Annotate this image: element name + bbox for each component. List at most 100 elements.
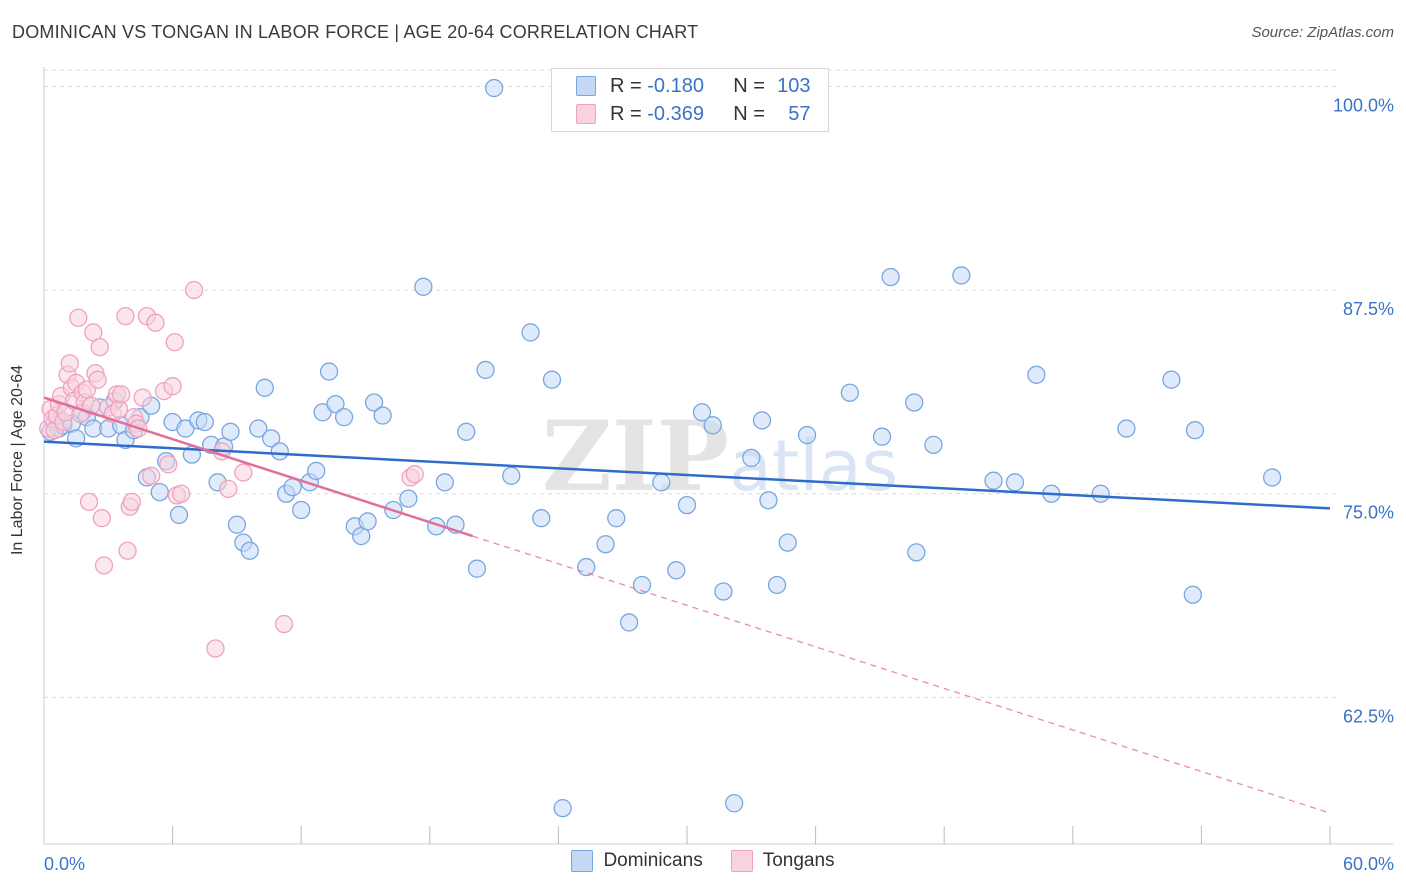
data-point-dominicans	[752, 411, 772, 430]
data-point-tongans	[163, 377, 182, 396]
data-point-dominicans	[1091, 484, 1110, 503]
data-point-dominicans	[373, 406, 392, 425]
data-point-dominicans	[1162, 370, 1181, 389]
data-point-tongans	[116, 306, 135, 326]
data-point-tongans	[234, 463, 253, 482]
data-point-dominicans	[270, 442, 289, 461]
data-point-dominicans	[1027, 365, 1046, 384]
series-legend-dominicans: Dominicans	[571, 850, 703, 872]
data-point-dominicans	[767, 575, 787, 595]
series-name-dominicans: Dominicans	[603, 850, 703, 871]
legend-n-label: N =	[733, 102, 771, 125]
data-point-dominicans	[169, 505, 189, 525]
data-point-dominicans	[778, 533, 797, 552]
data-point-dominicans	[476, 360, 495, 380]
data-point-tongans	[112, 385, 131, 404]
y-tick-label: 75.0%	[1343, 503, 1394, 523]
y-tick-label: 62.5%	[1343, 706, 1394, 726]
data-point-dominicans	[742, 448, 761, 468]
data-point-dominicans	[632, 575, 652, 595]
data-point-dominicans	[881, 267, 900, 287]
data-point-dominicans	[532, 509, 551, 528]
series-swatch-dominicans	[571, 850, 594, 872]
data-point-tongans	[146, 313, 165, 332]
data-point-tongans	[165, 333, 184, 352]
data-point-dominicans	[984, 471, 1003, 490]
data-point-dominicans	[596, 535, 615, 554]
data-point-dominicans	[457, 422, 476, 441]
legend-r-value-dominicans: -0.180	[647, 74, 704, 97]
data-point-tongans	[184, 280, 204, 300]
data-point-dominicans	[1117, 419, 1136, 438]
data-point-tongans	[92, 509, 112, 528]
data-point-dominicans	[176, 419, 195, 438]
data-point-tongans	[90, 337, 109, 357]
data-point-dominicans	[725, 794, 744, 813]
legend-n-value-dominicans: 103	[777, 74, 811, 97]
trend-line-dashed-tongans	[472, 535, 1331, 814]
data-point-dominicans	[692, 403, 712, 422]
series-dominicans	[41, 78, 1282, 818]
legend-swatch-dominicans	[576, 76, 596, 96]
data-point-dominicans	[240, 541, 259, 560]
data-point-dominicans	[334, 408, 354, 427]
data-point-dominicans	[326, 394, 345, 414]
data-point-dominicans	[872, 427, 892, 446]
data-point-tongans	[142, 466, 161, 485]
y-axis-label-wrap: In Labor Force | Age 20-64	[9, 365, 27, 555]
trend-line-tongans	[43, 396, 474, 538]
series-name-tongans: Tongans	[762, 850, 835, 871]
data-point-dominicans	[1185, 421, 1205, 440]
series-swatch-tongans	[730, 850, 753, 872]
stats-legend: R = -0.180 N = 103 R = -0.369 N = 57	[551, 68, 829, 132]
y-axis-label: In Labor Force | Age 20-64	[9, 364, 26, 556]
data-point-dominicans	[249, 419, 268, 438]
data-point-dominicans	[905, 393, 924, 412]
data-point-dominicans	[292, 500, 311, 520]
data-point-dominicans	[358, 512, 377, 531]
data-point-dominicans	[797, 425, 817, 445]
data-point-dominicans	[840, 383, 860, 402]
legend-n-value-tongans: 57	[788, 102, 811, 125]
data-point-dominicans	[195, 412, 214, 432]
data-point-tongans	[69, 308, 88, 327]
y-tick-label: 100.0%	[1333, 95, 1394, 115]
data-point-dominicans	[467, 559, 487, 578]
data-point-dominicans	[714, 582, 733, 601]
data-point-dominicans	[484, 78, 504, 98]
data-point-dominicans	[364, 393, 384, 412]
data-point-dominicans	[255, 378, 274, 397]
data-point-dominicans	[553, 799, 572, 818]
legend-r-value-tongans: -0.369	[647, 102, 704, 125]
x-tick-label-min: 0.0%	[44, 854, 85, 874]
data-point-dominicans	[652, 473, 671, 492]
data-point-dominicans	[619, 613, 639, 632]
data-point-tongans	[79, 492, 99, 512]
legend-r-label: R =	[610, 74, 648, 97]
data-point-dominicans	[262, 429, 281, 448]
chart-title: DOMINICAN VS TONGAN IN LABOR FORCE | AGE…	[12, 22, 699, 42]
data-point-tongans	[118, 541, 137, 560]
series-legend: Dominicans Tongans	[0, 850, 1406, 872]
data-point-dominicans	[319, 362, 339, 381]
trend-line-dominicans	[43, 440, 1331, 510]
data-point-dominicans	[521, 323, 540, 342]
data-point-tongans	[60, 354, 79, 373]
data-point-tongans	[94, 556, 114, 575]
legend-n-label: N =	[733, 74, 771, 97]
data-point-dominicans	[221, 422, 240, 441]
series-tongans	[39, 280, 424, 658]
data-point-tongans	[172, 484, 191, 503]
data-point-dominicans	[703, 416, 722, 435]
data-point-dominicans	[502, 466, 521, 485]
data-point-dominicans	[577, 557, 596, 577]
data-point-tongans	[122, 492, 142, 512]
series-legend-tongans: Tongans	[730, 850, 835, 872]
data-point-dominicans	[435, 473, 454, 492]
data-point-dominicans	[907, 543, 926, 562]
data-point-dominicans	[1005, 473, 1025, 492]
data-point-dominicans	[952, 266, 971, 285]
chart-source: Source: ZipAtlas.com	[1251, 24, 1394, 41]
